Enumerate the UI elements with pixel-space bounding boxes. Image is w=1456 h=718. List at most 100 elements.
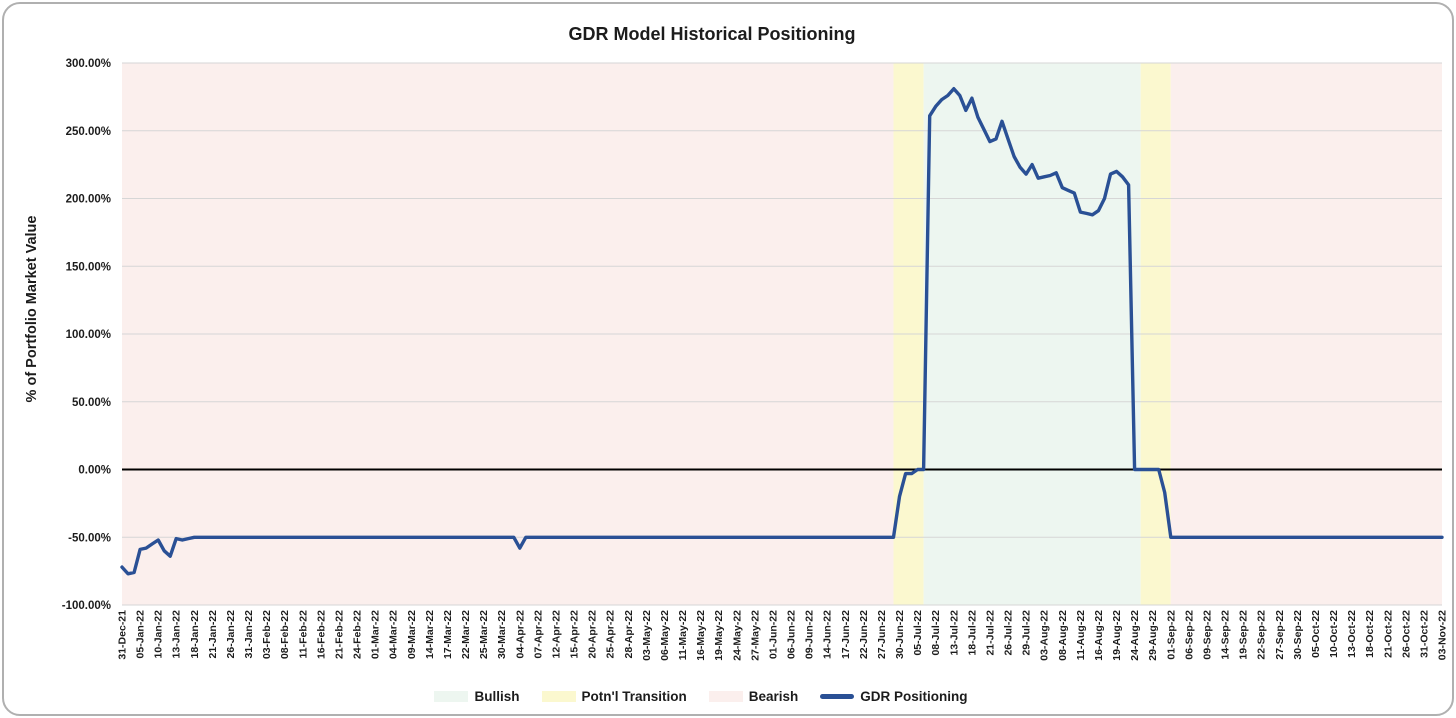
x-tick-label: 21-Jul-22: [984, 610, 996, 656]
x-tick-label: 17-Jun-22: [840, 610, 852, 659]
x-tick-label: 18-Jan-22: [189, 610, 201, 659]
x-tick-label: 18-Jul-22: [966, 610, 978, 656]
y-tick-label: -100.00%: [62, 600, 111, 612]
x-tick-label: 19-Aug-22: [1111, 610, 1123, 661]
x-tick-label: 24-Feb-22: [352, 610, 364, 659]
x-tick-label: 19-Sep-22: [1238, 610, 1250, 660]
x-tick-label: 11-Aug-22: [1075, 610, 1087, 660]
legend-label: Potn'l Transition: [581, 688, 687, 704]
color-swatch-icon: [541, 690, 576, 702]
x-tick-label: 26-Jul-22: [1003, 610, 1015, 656]
positioning-chart: 300.00% 250.00% 200.00% 150.00% 100.00% 50.00…: [24, 24, 1449, 661]
x-tick-label: 27-Sep-22: [1274, 610, 1286, 660]
x-tick-label: 07-Apr-22: [532, 610, 544, 659]
legend-label: Bullish: [474, 688, 520, 704]
y-tick-label: 50.00%: [72, 397, 111, 409]
y-tick-label: 250.00%: [66, 126, 111, 138]
line-swatch-icon: [820, 693, 855, 699]
legend-label: Bearish: [748, 688, 799, 704]
chart-legend: Bullish Potn'l Transition Bearish GDR Posit…: [4, 684, 1452, 708]
x-tick-label: 30-Mar-22: [496, 610, 508, 659]
x-tick-label: 04-Apr-22: [514, 610, 526, 659]
x-tick-label: 31-Dec-21: [117, 610, 129, 660]
x-tick-label: 27-Jun-22: [876, 610, 888, 659]
x-tick-label: 03-Aug-22: [1039, 610, 1051, 661]
x-tick-label: 11-May-22: [677, 610, 689, 660]
x-tick-label: 06-Jun-22: [786, 610, 798, 659]
x-tick-label: 16-May-22: [695, 610, 707, 661]
y-tick-label: 0.00%: [78, 465, 111, 477]
x-tick-label: 20-Apr-22: [587, 610, 599, 659]
x-tick-label: 04-Mar-22: [388, 610, 400, 659]
y-tick-label: 200.00%: [66, 194, 111, 206]
x-tick-label: 03-May-22: [641, 610, 653, 661]
x-tick-label: 06-May-22: [659, 610, 671, 661]
x-tick-label: 30-Sep-22: [1292, 610, 1304, 660]
legend-item-potn-l-transition: Potn'l Transition: [541, 688, 687, 704]
x-tick-label: 26-Oct-22: [1400, 610, 1412, 658]
x-tick-label: 21-Oct-22: [1382, 610, 1394, 658]
x-tick-label: 22-Mar-22: [460, 610, 472, 659]
x-tick-label: 01-Jun-22: [767, 610, 779, 659]
x-tick-label: 13-Jan-22: [171, 610, 183, 659]
x-tick-label: 09-Jun-22: [804, 610, 816, 659]
x-tick-label: 25-Apr-22: [605, 610, 617, 659]
legend-label: GDR Positioning: [860, 688, 968, 704]
color-swatch-icon: [708, 690, 743, 702]
x-tick-label: 13-Jul-22: [948, 610, 960, 656]
x-tick-label: 17-Mar-22: [442, 610, 454, 659]
x-tick-label: 21-Feb-22: [333, 610, 345, 659]
x-tick-label: 10-Oct-22: [1328, 610, 1340, 658]
x-tick-label: 25-Mar-22: [478, 610, 490, 659]
x-tick-label: 12-Apr-22: [550, 610, 562, 659]
x-tick-label: 08-Feb-22: [279, 610, 291, 659]
x-tick-label: 14-Sep-22: [1220, 610, 1232, 660]
x-tick-label: 28-Apr-22: [623, 610, 635, 659]
x-tick-label: 11-Feb-22: [297, 610, 309, 659]
y-axis-title: % of Portfolio Market Value: [24, 216, 40, 403]
x-tick-label: 22-Jun-22: [858, 610, 870, 659]
x-tick-label: 03-Nov-22: [1437, 610, 1449, 660]
x-tick-label: 29-Jul-22: [1021, 610, 1033, 656]
x-tick-label: 31-Oct-22: [1418, 610, 1430, 658]
x-tick-label: 24-Aug-22: [1129, 610, 1141, 661]
x-tick-label: 08-Aug-22: [1057, 610, 1069, 661]
x-tick-label: 13-Oct-22: [1346, 610, 1358, 658]
x-tick-label: 10-Jan-22: [153, 610, 165, 659]
y-axis-tick-labels: 300.00% 250.00% 200.00% 150.00% 100.00% 50.00…: [62, 58, 111, 612]
x-tick-label: 18-Oct-22: [1364, 610, 1376, 658]
x-tick-label: 08-Jul-22: [930, 610, 942, 656]
x-tick-label: 15-Apr-22: [569, 610, 581, 659]
x-tick-label: 22-Sep-22: [1256, 610, 1268, 660]
x-axis-tick-labels: 31-Dec-21 05-Jan-22 10-Jan-22 13-Jan-22 18-J…: [117, 610, 1449, 661]
x-tick-label: 09-Mar-22: [406, 610, 418, 659]
x-tick-label: 31-Jan-22: [243, 610, 255, 659]
chart-title: GDR Model Historical Positioning: [568, 24, 855, 44]
x-tick-label: 30-Jun-22: [894, 610, 906, 659]
x-tick-label: 06-Sep-22: [1183, 610, 1195, 660]
legend-item-bullish: Bullish: [434, 688, 520, 704]
color-swatch-icon: [434, 690, 469, 702]
x-tick-label: 14-Mar-22: [424, 610, 436, 659]
y-tick-label: 100.00%: [66, 329, 111, 341]
x-tick-label: 03-Feb-22: [261, 610, 273, 659]
x-tick-label: 01-Sep-22: [1165, 610, 1177, 660]
y-tick-label: 150.00%: [66, 261, 111, 273]
x-tick-label: 01-Mar-22: [370, 610, 382, 659]
x-tick-label: 09-Sep-22: [1201, 610, 1213, 660]
x-tick-label: 19-May-22: [713, 610, 725, 661]
legend-item-bearish: Bearish: [708, 688, 799, 704]
x-tick-label: 05-Oct-22: [1310, 610, 1322, 658]
x-tick-label: 26-Jan-22: [225, 610, 237, 659]
x-tick-label: 16-Feb-22: [315, 610, 327, 659]
x-tick-label: 21-Jan-22: [207, 610, 219, 659]
series-lines: [120, 87, 1444, 576]
x-tick-label: 14-Jun-22: [822, 610, 834, 659]
x-tick-label: 24-May-22: [731, 610, 743, 661]
x-tick-label: 29-Aug-22: [1147, 610, 1159, 661]
gdr-positioning-line: [120, 87, 1444, 576]
x-tick-label: 27-May-22: [749, 610, 761, 661]
y-tick-label: 300.00%: [66, 58, 111, 70]
x-tick-label: 05-Jul-22: [912, 610, 924, 656]
